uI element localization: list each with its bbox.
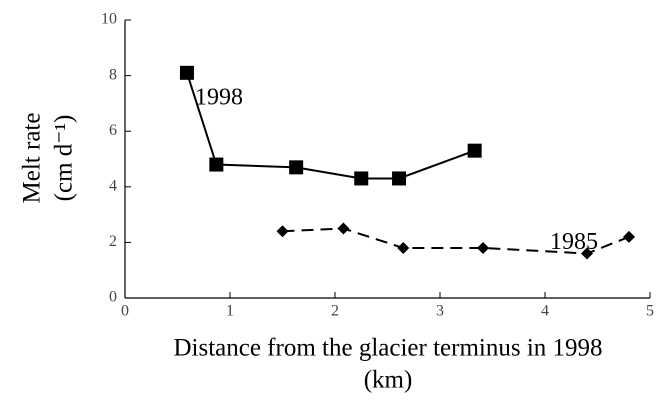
series-label: 1985 [550, 229, 598, 255]
marker [581, 247, 593, 260]
x-tick-label: 1 [226, 303, 234, 320]
x-tick-label: 3 [436, 303, 444, 320]
x-tick-label: 0 [121, 303, 129, 320]
y-tick-label: 4 [109, 177, 117, 194]
marker [477, 241, 490, 254]
marker [179, 65, 194, 80]
marker [209, 157, 224, 172]
marker [276, 225, 289, 238]
x-axis-label: Distance from the glacier terminus in 19… [173, 335, 602, 362]
x-tick-label: 5 [646, 303, 654, 320]
marker [354, 171, 369, 186]
marker [467, 143, 482, 158]
series-line [282, 227, 630, 255]
y-tick-label: 6 [109, 122, 117, 139]
marker [289, 160, 304, 175]
series-line [185, 72, 475, 180]
marker [392, 171, 407, 186]
y-tick-label: 2 [109, 233, 117, 250]
y-axis-label: (cm d⁻¹) [51, 115, 78, 202]
series-label: 1998 [195, 84, 243, 110]
marker [397, 241, 410, 254]
y-axis-label: Melt rate [19, 113, 46, 204]
y-tick-label: 10 [101, 11, 117, 28]
y-tick-label: 0 [109, 289, 117, 306]
y-tick-label: 8 [109, 66, 117, 83]
marker [623, 230, 635, 243]
x-axis-label: (km) [364, 367, 413, 394]
x-tick-label: 2 [331, 303, 339, 320]
marker [337, 222, 350, 235]
x-tick-label: 4 [541, 303, 549, 320]
